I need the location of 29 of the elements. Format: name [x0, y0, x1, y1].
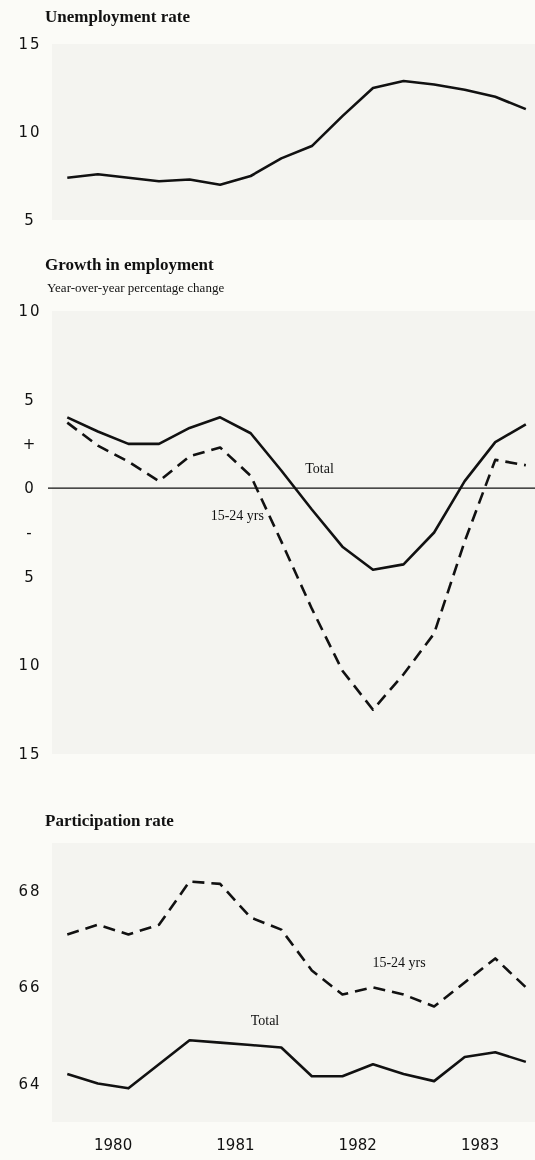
y-tick-label: 15	[18, 35, 42, 53]
y-tick-label: 68	[18, 882, 42, 901]
y-tick-label: 5	[24, 567, 36, 586]
y-tick-label: 15	[18, 745, 42, 763]
line-series	[65, 880, 528, 1008]
y-tick-label: 5	[24, 211, 36, 229]
line-series	[65, 79, 528, 187]
y-tick-label: 10	[18, 656, 42, 675]
series-label: Total	[250, 1013, 280, 1029]
chart-title: Participation rate	[45, 811, 175, 830]
chart-title: Growth in employment	[45, 255, 215, 274]
x-tick-label: 1983	[460, 1136, 500, 1154]
y-tick-label: -	[26, 523, 34, 542]
y-tick-label: 0	[24, 479, 36, 498]
x-tick-label: 1980	[94, 1136, 133, 1154]
y-tick-label: +	[22, 434, 38, 453]
y-tick-label: 64	[18, 1074, 42, 1093]
y-tick-label: 5	[24, 390, 36, 409]
line-series	[65, 1038, 528, 1090]
y-tick-label: 66	[18, 978, 42, 997]
series-label: Total	[305, 461, 334, 477]
chart-title: Unemployment rate	[45, 7, 191, 26]
series-label: 15-24 yrs	[210, 507, 264, 523]
series-label: 15-24 yrs	[372, 954, 426, 970]
x-tick-label: 1982	[338, 1136, 377, 1154]
x-tick-label: 1981	[216, 1136, 255, 1154]
chart-subtitle: Year-over-year percentage change	[47, 280, 225, 295]
y-tick-label: 10	[18, 302, 42, 320]
y-tick-label: 10	[18, 123, 42, 141]
